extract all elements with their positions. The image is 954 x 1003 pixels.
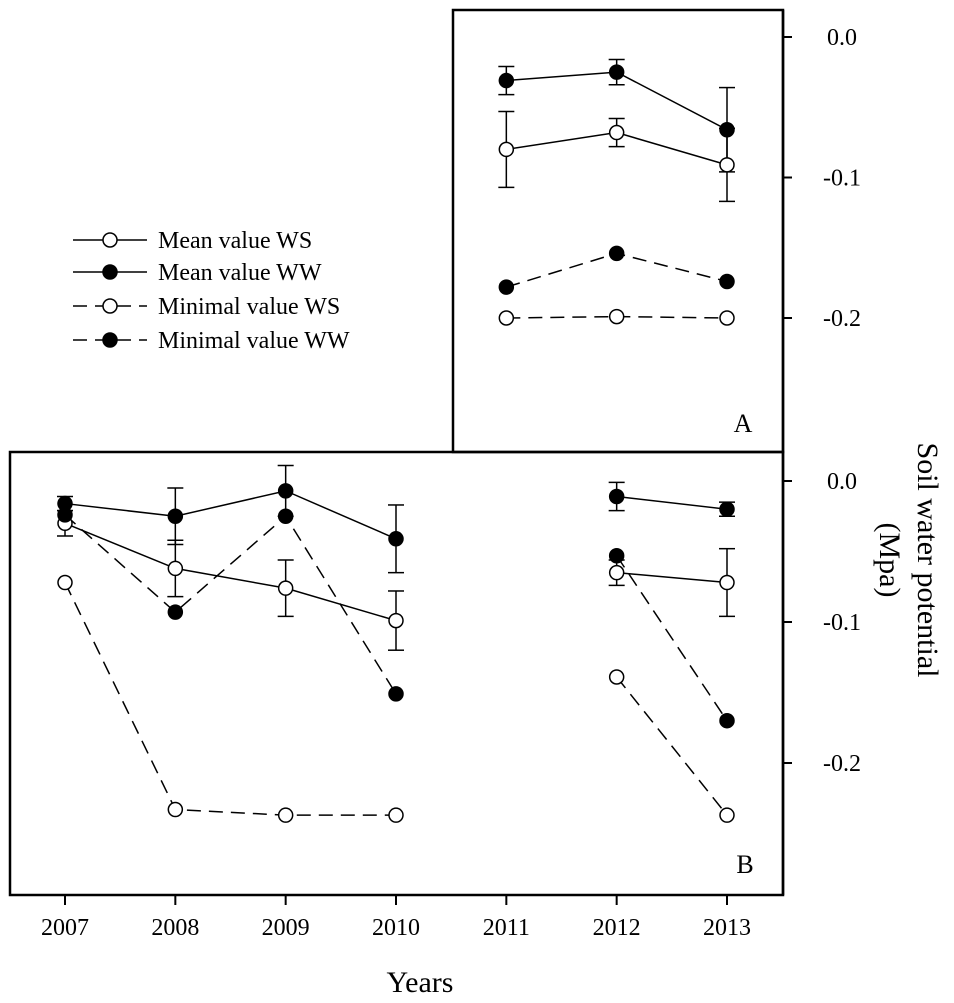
- series-line-1: [64, 522, 397, 622]
- x-tick-label: 2008: [151, 915, 199, 941]
- legend-label: Mean value WW: [158, 260, 322, 286]
- data-point: [277, 483, 294, 499]
- legend-label: Mean value WS: [158, 228, 312, 254]
- panel-A: 0.0 -0.1 -0.2 A: [451, 8, 861, 454]
- x-tick-label: 2007: [41, 915, 89, 941]
- y-axis-title-line2: (Mpa): [873, 523, 906, 598]
- data-point: [719, 574, 735, 591]
- data-point: [167, 604, 184, 620]
- data-point: [608, 308, 625, 325]
- data-point: [719, 121, 735, 138]
- panel-label: A: [734, 409, 753, 438]
- data-point: [498, 310, 515, 326]
- data-point: [498, 72, 515, 89]
- series-line-3: [616, 676, 728, 816]
- data-point: [388, 612, 404, 629]
- legend-label: Minimal value WS: [158, 294, 340, 320]
- legend-item: Mean value WS: [73, 228, 312, 254]
- legend-marker: [102, 232, 118, 248]
- legend-marker: [102, 332, 118, 348]
- x-tick-label: 2011: [483, 915, 530, 941]
- y-tick-label: -0.1: [823, 166, 861, 192]
- series-line-3: [64, 582, 396, 816]
- data-point: [498, 141, 515, 158]
- legend-item: Mean value WW: [73, 260, 322, 286]
- data-point: [719, 807, 735, 823]
- data-point: [498, 279, 515, 295]
- series-line-2: [616, 495, 728, 510]
- data-point: [608, 245, 625, 262]
- data-point: [608, 124, 625, 141]
- data-point: [719, 310, 735, 326]
- data-point: [388, 531, 404, 547]
- data-point: [608, 669, 625, 685]
- data-point: [57, 507, 73, 523]
- x-tick-label: 2013: [703, 915, 751, 941]
- y-tick-label: -0.1: [823, 610, 861, 636]
- data-point: [719, 712, 735, 729]
- series-line-1: [616, 571, 728, 584]
- legend-marker: [102, 298, 118, 314]
- y-axis-title-line1: Soil water potential: [911, 443, 944, 678]
- data-point: [719, 273, 735, 290]
- panel-label: B: [736, 850, 753, 879]
- x-tick-label: 2010: [372, 915, 420, 941]
- data-point: [608, 64, 625, 80]
- legend-marker: [102, 264, 118, 280]
- y-tick-label: -0.2: [823, 751, 861, 777]
- data-point: [277, 807, 294, 823]
- legend-item: Minimal value WW: [73, 328, 350, 354]
- data-point: [277, 508, 294, 524]
- data-point: [719, 501, 735, 517]
- data-point: [608, 547, 625, 564]
- y-tick-label: 0.0: [827, 469, 857, 495]
- data-point: [388, 686, 404, 702]
- data-point: [608, 564, 625, 581]
- x-axis-title: Years: [387, 966, 454, 999]
- data-point: [57, 574, 73, 591]
- data-point: [719, 157, 735, 173]
- data-point: [167, 801, 184, 818]
- x-tick-label: 2009: [262, 915, 310, 941]
- panel-B: 0.0 -0.1 -0.2 B 2007 2008 2009 2010 2011 2012 2013: [8, 450, 861, 941]
- y-tick-label: -0.2: [823, 306, 861, 332]
- legend-item: Minimal value WS: [73, 294, 340, 320]
- series-line-2: [64, 490, 397, 540]
- series-line-4: [64, 514, 397, 695]
- x-tick-label: 2012: [593, 915, 641, 941]
- data-point: [608, 488, 625, 505]
- legend: Mean value WS Mean value WW Minimal value …: [73, 228, 350, 354]
- data-point: [167, 560, 184, 577]
- data-point: [388, 807, 404, 823]
- series-line-4: [616, 555, 728, 722]
- legend-label: Minimal value WW: [158, 328, 350, 354]
- data-point: [167, 508, 184, 524]
- y-tick-label: 0.0: [827, 25, 857, 51]
- data-point: [277, 580, 294, 596]
